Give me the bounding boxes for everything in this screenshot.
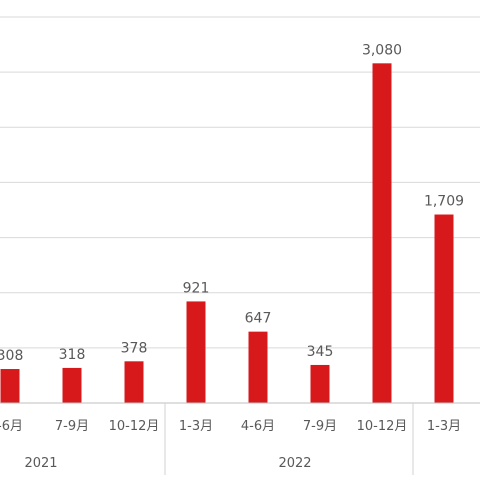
- bar: [0, 369, 20, 403]
- value-label: 308: [0, 348, 23, 364]
- bar: [434, 214, 454, 403]
- x-tick-label: 10-12月: [109, 419, 160, 434]
- value-label: 3,080: [362, 42, 402, 58]
- x-tick-label: 1-3月: [179, 419, 213, 434]
- value-label: 921: [183, 280, 210, 296]
- bars: [0, 63, 454, 403]
- bar: [186, 301, 206, 403]
- x-tick-label: -6月: [0, 419, 23, 434]
- bar: [310, 364, 330, 403]
- bar: [62, 367, 82, 403]
- x-axis: -6月 7-9月 10-12月 1-3月 4-6月 7-9月 10-12月 1-3月 2021 2…: [0, 402, 480, 475]
- year-group-label: 2021: [24, 456, 57, 471]
- value-label: 345: [307, 344, 334, 360]
- value-label: 647: [245, 311, 272, 327]
- bar: [124, 361, 144, 403]
- year-group-label: 2022: [278, 456, 311, 471]
- value-label: 378: [121, 340, 148, 356]
- value-labels: 308 318 378 921 647 345 3,080 1,709: [0, 42, 464, 364]
- x-tick-label: 1-3月: [427, 419, 461, 434]
- bar: [372, 63, 392, 403]
- x-tick-label: 7-9月: [55, 419, 89, 434]
- x-tick-label: 4-6月: [241, 419, 275, 434]
- value-label: 318: [59, 347, 86, 363]
- bar: [248, 331, 268, 403]
- x-tick-label: 10-12月: [357, 419, 408, 434]
- x-tick-label: 7-9月: [303, 419, 337, 434]
- gridlines: [0, 16, 480, 349]
- value-label: 1,709: [424, 194, 464, 210]
